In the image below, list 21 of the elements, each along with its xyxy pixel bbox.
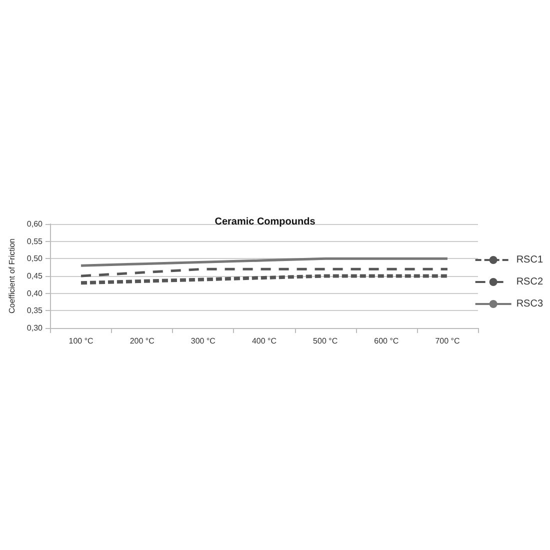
line-series bbox=[80, 257, 449, 267]
y-tick-label: 0,40 bbox=[26, 288, 44, 298]
x-tick-label: 400 °C bbox=[252, 336, 277, 346]
x-tick-label: 300 °C bbox=[190, 336, 216, 346]
chart-title: Ceramic Compounds bbox=[214, 216, 316, 228]
x-tick-label: 500 °C bbox=[313, 336, 338, 346]
y-tick-label: 0,55 bbox=[26, 236, 44, 246]
line-series bbox=[79, 274, 450, 285]
y-axis-title: Coefficient of Friction bbox=[8, 238, 16, 314]
y-tick-label: 0,50 bbox=[26, 254, 44, 264]
legend-label: RSC1 bbox=[516, 254, 544, 266]
x-tick-label: 200 °C bbox=[130, 336, 155, 346]
y-tick-label: 0,35 bbox=[26, 306, 44, 316]
x-tick-label: 100 °C bbox=[68, 336, 94, 346]
y-tick-label: 0,30 bbox=[26, 324, 44, 332]
y-tick-label: 0,60 bbox=[26, 220, 44, 228]
legend-label: RSC3 bbox=[516, 298, 544, 310]
x-tick-label: 600 °C bbox=[374, 336, 399, 346]
y-tick-label: 0,45 bbox=[26, 272, 44, 280]
legend-label: RSC2 bbox=[516, 276, 544, 288]
x-tick-label: 700 °C bbox=[435, 336, 460, 346]
